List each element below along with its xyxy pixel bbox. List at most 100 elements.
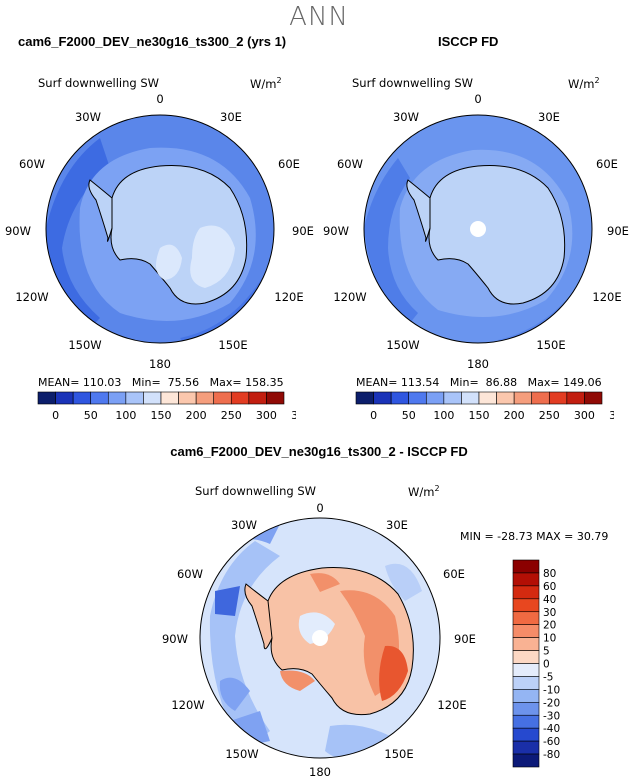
colorbar-swatch <box>512 676 540 690</box>
colorbar-swatch <box>512 714 540 729</box>
model-variable-label: Surf downwelling SW <box>38 76 160 90</box>
colorbar-swatch <box>512 689 540 703</box>
colorbar-label: -20 <box>543 697 560 709</box>
colorbar-label: 250 <box>221 409 242 422</box>
lon-label: 150E <box>384 747 413 761</box>
colorbar-label: -80 <box>543 749 560 761</box>
lon-label: 60E <box>278 157 300 171</box>
model-panel-title: cam6_F2000_DEV_ne30g16_ts300_2 (yrs 1) <box>18 34 287 49</box>
colorbar-swatch <box>425 391 445 405</box>
colorbar-swatch <box>390 391 410 405</box>
colorbar-swatch <box>566 391 585 405</box>
colorbar-swatch <box>512 585 540 600</box>
colorbar-swatch <box>512 637 540 651</box>
lon-label: 30W <box>393 110 419 124</box>
colorbar-label: 200 <box>186 409 207 422</box>
colorbar-label: 150 <box>151 409 172 422</box>
lon-label: 150E <box>218 338 247 352</box>
colorbar-swatch <box>512 740 540 755</box>
diff-panel-title: cam6_F2000_DEV_ne30g16_ts300_2 - ISCCP F… <box>170 444 468 459</box>
colorbar-swatch <box>512 650 540 664</box>
colorbar-swatch <box>178 391 197 405</box>
colorbar-label: 300 <box>574 409 595 422</box>
lon-label: 150W <box>68 338 101 352</box>
obs-variable-label: Surf downwelling SW <box>352 76 474 90</box>
lon-label: 120W <box>333 290 366 304</box>
colorbar-swatch <box>461 391 480 405</box>
colorbar-swatch <box>195 391 215 405</box>
colorbar-label: 0 <box>543 659 550 671</box>
lon-label: 90E <box>292 224 314 238</box>
colorbar-swatch <box>512 624 540 638</box>
lon-label: 120W <box>171 698 204 712</box>
lon-label: 180 <box>467 357 489 371</box>
colorbar-label: 200 <box>504 409 525 422</box>
colorbar-label: 100 <box>433 409 454 422</box>
lon-label: 90E <box>607 224 629 238</box>
lon-label: 90E <box>454 632 476 646</box>
colorbar-swatch <box>55 391 74 405</box>
colorbar-swatch <box>512 598 540 613</box>
colorbar-swatch <box>496 391 515 405</box>
colorbar-label: 60 <box>543 581 556 593</box>
model-stats: MEAN= 110.03 Min= 75.56 Max= 158.35 <box>38 376 284 389</box>
colorbar-swatch <box>230 391 250 405</box>
diff-variable-label: Surf downwelling SW <box>195 484 317 498</box>
colorbar-swatch <box>531 391 550 405</box>
colorbar-swatch <box>213 391 232 405</box>
colorbar-swatch <box>548 391 568 405</box>
colorbar-label: 350 <box>291 409 296 422</box>
lon-label: 120E <box>274 290 303 304</box>
colorbar-label: -10 <box>543 684 560 696</box>
colorbar-label: 20 <box>543 620 556 632</box>
lon-label: 30E <box>538 110 560 124</box>
colorbar-swatch <box>512 559 540 574</box>
colorbar-label: 0 <box>370 409 377 422</box>
lon-label: 30W <box>231 518 257 532</box>
colorbar-label: 100 <box>115 409 136 422</box>
colorbar-label: 300 <box>256 409 277 422</box>
colorbar-label: 150 <box>469 409 490 422</box>
colorbar-label: 50 <box>402 409 416 422</box>
lon-label: 30W <box>75 110 101 124</box>
colorbar-swatch <box>373 391 392 405</box>
colorbar-label: 30 <box>543 607 556 619</box>
lon-label: 0 <box>156 92 163 106</box>
colorbar-swatch <box>266 391 285 405</box>
colorbar-swatch <box>248 391 267 405</box>
colorbar-swatch <box>512 727 540 742</box>
diff-units-label: W/m2 <box>408 484 440 499</box>
colorbar-label: -40 <box>543 723 560 735</box>
colorbar-label: 10 <box>543 633 556 645</box>
colorbar-swatch <box>512 753 540 768</box>
colorbar-swatch <box>512 572 540 587</box>
colorbar-label: 0 <box>52 409 59 422</box>
colorbar-swatch <box>355 391 374 405</box>
diff-minmax: MIN = -28.73 MAX = 30.79 <box>460 530 609 543</box>
diff-polar-map: 0 30E 60E 90E 120E 150E 180 150W 120W 90… <box>162 501 476 779</box>
colorbar-swatch <box>513 391 533 405</box>
model-polar-map: 0 30E 60E 90E 120E 150E 180 150W 120W 90… <box>5 92 314 371</box>
colorbar-swatch <box>107 391 127 405</box>
lon-label: 90W <box>5 224 31 238</box>
colorbar-swatch <box>72 391 92 405</box>
lon-label: 0 <box>316 501 323 515</box>
colorbar-swatch <box>160 391 179 405</box>
colorbar-swatch <box>37 391 56 405</box>
lon-label: 60W <box>19 157 45 171</box>
lon-label: 150W <box>225 747 258 761</box>
lon-label: 0 <box>474 92 481 106</box>
lon-label: 120E <box>592 290 621 304</box>
lon-label: 30E <box>386 518 408 532</box>
season-title: ANN <box>289 2 349 32</box>
colorbar-label: 40 <box>543 594 556 606</box>
colorbar-label: -60 <box>543 736 560 748</box>
model-units-label: W/m2 <box>250 76 282 91</box>
model-colorbar: 0 50 100 150 200 250 300 350 <box>37 391 296 422</box>
colorbar-swatch <box>125 391 144 405</box>
obs-colorbar: 0 50 100 150 200 250 300 350 <box>355 391 614 422</box>
colorbar-label: -5 <box>543 671 553 683</box>
lon-label: 90W <box>323 224 349 238</box>
lon-label: 120E <box>437 698 466 712</box>
